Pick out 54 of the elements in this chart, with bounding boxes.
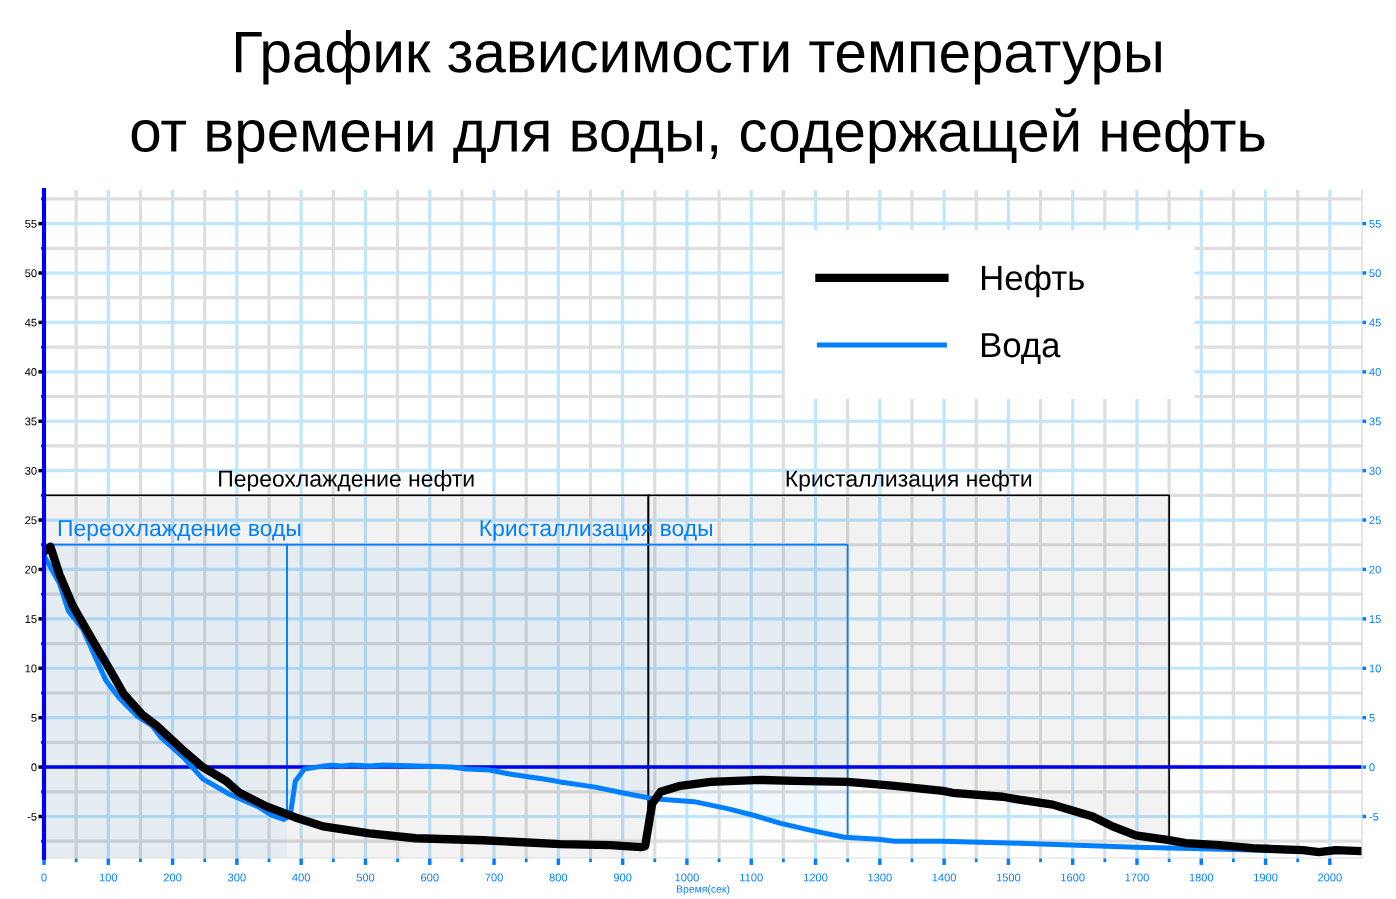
band-label: Кристаллизация нефти: [786, 469, 1032, 492]
y-tick-label: 0: [31, 763, 37, 772]
legend-label: Вода: [982, 333, 1061, 364]
y-tick-label: 5: [31, 714, 37, 722]
y-tick-label: 25: [25, 516, 37, 525]
y-tick-label: 20: [25, 565, 37, 574]
x-tick-label: 600: [421, 873, 439, 882]
x-tick-label: 1500: [996, 873, 1021, 882]
x-axis-title: Время(сек): [676, 885, 730, 895]
y2-tick-label: 20: [1369, 565, 1381, 574]
x-tick-label: 1700: [1125, 873, 1149, 882]
y2-tick-label: 5: [1369, 714, 1375, 722]
chart-title: График зависимости температуры от времени для воды, содержащей нефть: [131, 30, 1265, 164]
y-tick-label: 50: [25, 269, 37, 278]
band-label: Переохлаждение нефти: [219, 469, 474, 492]
y2-tick-label: 35: [1369, 417, 1381, 426]
x-tick-label: 1400: [932, 873, 957, 882]
y2-tick-label: 45: [1369, 318, 1381, 327]
x-tick-label: 700: [485, 873, 503, 882]
x-tick-label: 1100: [740, 873, 763, 882]
band-label: Переохлаждение воды: [58, 520, 301, 541]
y-tick-label: 35: [25, 417, 37, 426]
y2-tick-label: 10: [1369, 664, 1381, 673]
x-tick-label: 1600: [1061, 873, 1085, 882]
x-tick-label: 800: [549, 873, 568, 882]
legend-label: Нефть: [982, 264, 1084, 298]
y-tick-label: 30: [25, 466, 37, 475]
x-tick-label: 0: [41, 873, 47, 882]
y2-tick-label: 50: [1369, 269, 1381, 278]
y2-tick-label: -5: [1369, 812, 1379, 821]
y-tick-label: 40: [24, 368, 37, 376]
y2-tick-label: 0: [1369, 763, 1375, 772]
y-tick-label: 10: [25, 664, 37, 673]
x-tick-label: 400: [292, 873, 311, 882]
x-tick-label: 1300: [868, 873, 892, 882]
x-tick-label: 500: [356, 873, 375, 882]
x-tick-label: 200: [163, 873, 182, 882]
y-tick-label: 45: [24, 318, 37, 327]
y2-tick-label: 15: [1369, 615, 1381, 623]
y-tick-label: -5: [27, 812, 37, 821]
x-tick-label: 1000: [675, 873, 699, 882]
y2-tick-label: 55: [1369, 219, 1381, 228]
x-tick-label: 900: [613, 873, 632, 882]
y2-tick-label: 30: [1369, 466, 1381, 475]
y2-tick-label: 25: [1369, 516, 1381, 525]
x-tick-label: 1900: [1254, 873, 1278, 882]
x-tick-label: 100: [99, 873, 118, 882]
x-tick-label: 1800: [1189, 873, 1214, 882]
y-tick-label: 15: [25, 615, 37, 623]
x-tick-label: 1200: [804, 873, 828, 882]
x-tick-label: 2000: [1318, 873, 1342, 882]
x-tick-label: 300: [228, 873, 246, 882]
y-tick-label: 55: [25, 219, 37, 228]
y2-tick-label: 40: [1369, 368, 1381, 376]
